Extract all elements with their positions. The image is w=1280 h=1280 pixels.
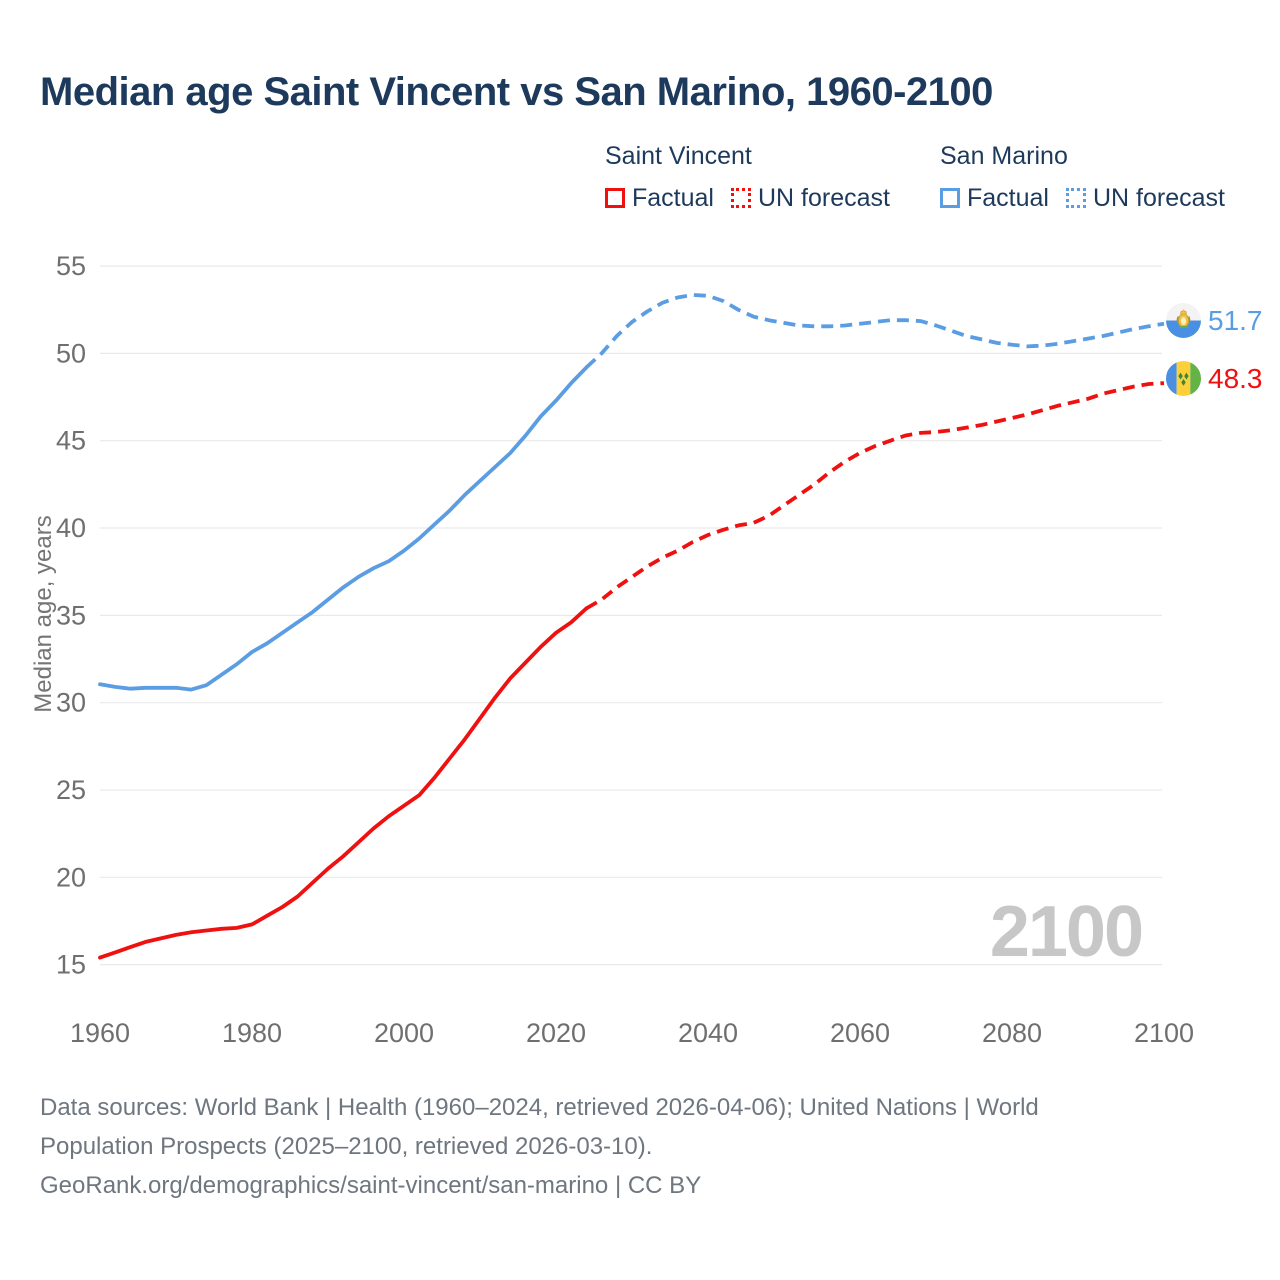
saint-vincent-forecast-swatch-icon bbox=[730, 188, 751, 208]
end-label-saint-vincent: 48.3 bbox=[1166, 361, 1263, 396]
saint-vincent-flag-icon bbox=[1166, 361, 1201, 396]
x-tick-label: 1980 bbox=[222, 1018, 282, 1048]
end-value-saint-vincent: 48.3 bbox=[1208, 362, 1263, 394]
x-tick-label: 2040 bbox=[678, 1018, 738, 1048]
y-tick-label: 50 bbox=[56, 338, 86, 368]
legend-group-saint-vincent: Saint Vincent Factual UN forecast bbox=[605, 142, 907, 212]
end-label-san-marino: 51.7 bbox=[1166, 303, 1263, 338]
y-tick-label: 40 bbox=[56, 513, 86, 543]
y-tick-label: 20 bbox=[56, 862, 86, 892]
end-value-san-marino: 51.7 bbox=[1208, 304, 1263, 336]
san-marino-flag-icon bbox=[1166, 303, 1201, 338]
san-marino-forecast-swatch-icon bbox=[1065, 188, 1086, 208]
y-tick-label: 25 bbox=[56, 775, 86, 805]
x-tick-label: 2080 bbox=[982, 1018, 1042, 1048]
attribution-line: GeoRank.org/demographics/saint-vincent/s… bbox=[40, 1172, 702, 1199]
y-tick-label: 45 bbox=[56, 426, 86, 456]
legend-series-name: Saint Vincent bbox=[605, 142, 752, 170]
y-tick-label: 15 bbox=[56, 950, 86, 980]
y-tick-label: 30 bbox=[56, 688, 86, 718]
data-sources-note: Data sources: World Bank | Health (1960–… bbox=[40, 1088, 1039, 1205]
legend-item-label: UN forecast bbox=[757, 183, 890, 212]
san-marino-forecast-line bbox=[585, 293, 1165, 369]
page-title: Median age Saint Vincent vs San Marino, … bbox=[40, 70, 993, 114]
data-sources-line-1: Data sources: World Bank | Health (1960–… bbox=[40, 1094, 1039, 1121]
watermark-year: 2100 bbox=[989, 892, 1144, 972]
x-tick-label: 2000 bbox=[374, 1018, 434, 1048]
legend-item-label: UN forecast bbox=[1092, 183, 1225, 212]
data-sources-line-2: Population Prospects (2025–2100, retriev… bbox=[40, 1133, 653, 1160]
saint-vincent-forecast-line bbox=[585, 381, 1165, 611]
y-tick-label: 55 bbox=[56, 251, 86, 281]
saint-vincent-factual-line bbox=[98, 606, 589, 960]
san-marino-factual-line bbox=[98, 365, 589, 692]
x-tick-label: 2100 bbox=[1134, 1018, 1194, 1048]
legend-group-san-marino: San Marino Factual UN forecast bbox=[940, 142, 1242, 212]
y-tick-label: 35 bbox=[56, 600, 86, 630]
x-tick-label: 1960 bbox=[70, 1018, 130, 1048]
saint-vincent-factual-swatch-icon bbox=[605, 188, 625, 208]
san-marino-factual-swatch-icon bbox=[940, 188, 960, 208]
x-tick-label: 2060 bbox=[830, 1018, 890, 1048]
legend-item-label: Factual bbox=[967, 183, 1049, 212]
legend-item-label: Factual bbox=[632, 183, 714, 212]
x-tick-label: 2020 bbox=[526, 1018, 586, 1048]
legend-series-name: San Marino bbox=[940, 142, 1068, 170]
